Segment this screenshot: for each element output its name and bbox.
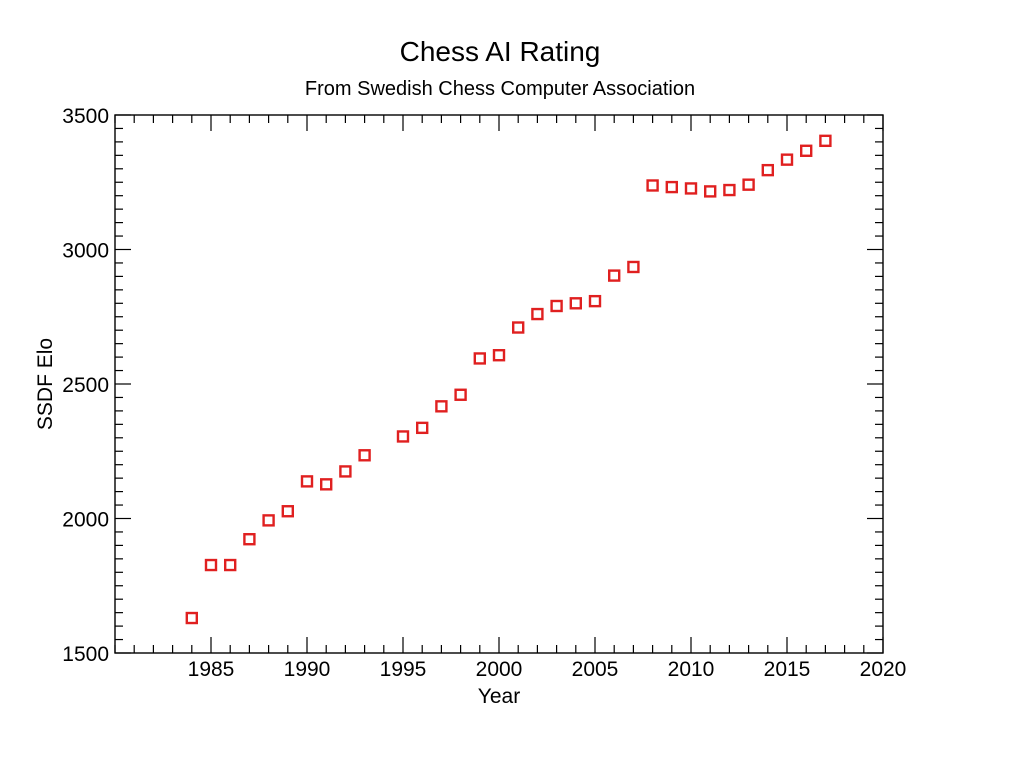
data-point	[569, 297, 582, 310]
data-point	[627, 260, 640, 274]
data-point	[819, 134, 832, 148]
x-tick-label: 2015	[764, 658, 811, 681]
data-point	[262, 514, 275, 527]
data-point	[204, 558, 218, 572]
data-point	[473, 352, 486, 365]
data-point	[281, 505, 294, 518]
data-point	[780, 153, 794, 166]
y-tick-label: 3500	[62, 105, 109, 128]
data-point	[512, 321, 525, 334]
data-point	[416, 421, 429, 435]
chart-subtitle: From Swedish Chess Computer Association	[305, 78, 695, 100]
data-point	[665, 180, 678, 194]
x-tick-label: 1990	[284, 658, 331, 681]
data-points	[185, 134, 832, 625]
data-point	[588, 294, 602, 308]
data-point	[223, 558, 237, 572]
x-tick-label: 1985	[188, 658, 235, 681]
chart-title: Chess AI Rating	[400, 36, 601, 67]
data-point	[646, 179, 659, 192]
x-tick-label: 2000	[476, 658, 523, 681]
data-point	[492, 349, 506, 362]
data-point	[396, 430, 410, 443]
data-point	[320, 478, 333, 491]
data-point	[550, 299, 563, 313]
data-point	[761, 163, 774, 177]
data-point	[684, 182, 698, 195]
data-point	[723, 183, 736, 197]
data-point	[243, 533, 256, 546]
data-point	[185, 611, 199, 625]
x-axis-label: Year	[478, 685, 520, 708]
x-tick-label: 2005	[572, 658, 619, 681]
data-point	[531, 307, 544, 321]
tick-labels: 1985 1990 1995 2000 2005 2010 2015 2020 1500 2000…	[62, 105, 906, 681]
y-axis-label: SSDF Elo	[34, 338, 57, 430]
data-point	[742, 178, 755, 191]
y-tick-label: 2000	[62, 509, 109, 532]
data-point	[800, 144, 813, 157]
data-point	[435, 400, 448, 413]
axis-ticks	[114, 114, 884, 654]
y-tick-label: 1500	[62, 643, 109, 666]
x-tick-label: 2020	[860, 658, 907, 681]
plot-frame	[114, 114, 884, 654]
x-tick-label: 2010	[668, 658, 715, 681]
y-tick-label: 2500	[62, 374, 109, 397]
data-point	[454, 388, 467, 401]
data-point	[300, 475, 314, 488]
data-point	[339, 465, 352, 478]
data-point	[704, 185, 717, 198]
y-tick-label: 3000	[62, 240, 109, 263]
x-tick-label: 1995	[380, 658, 427, 681]
data-point	[358, 449, 371, 462]
data-point	[608, 269, 621, 282]
